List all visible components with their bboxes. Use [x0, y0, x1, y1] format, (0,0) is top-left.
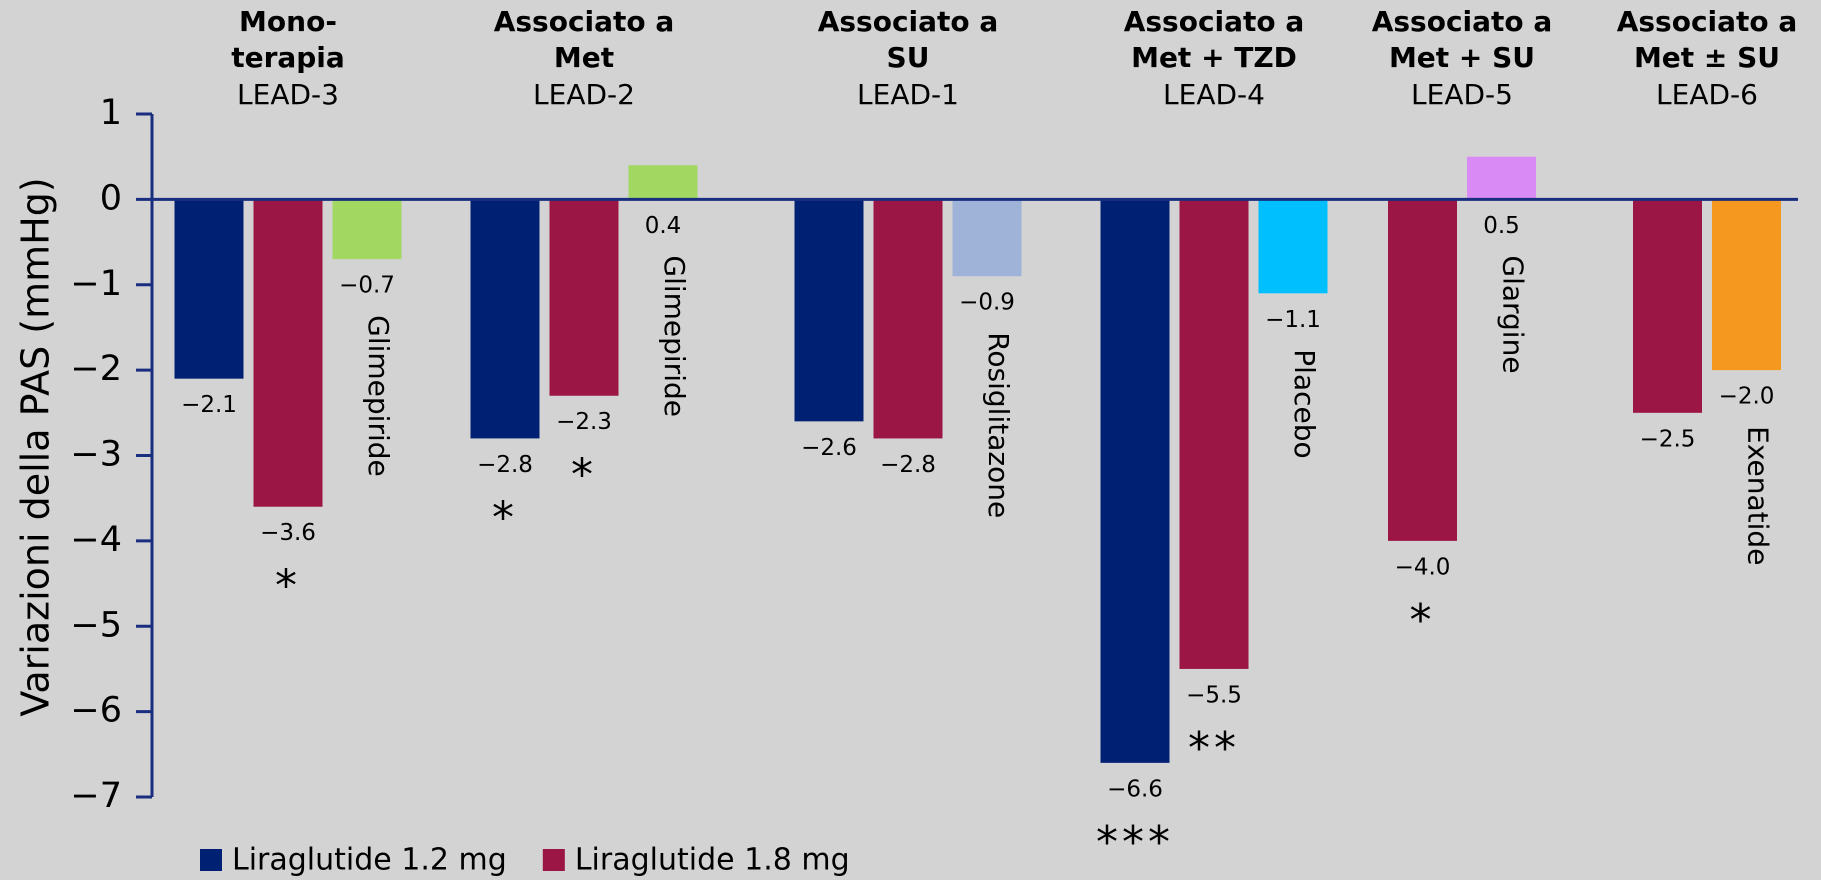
group-title: Associato a	[1124, 5, 1305, 38]
comparator-label: Placebo	[1288, 349, 1321, 458]
legend-label: Liraglutide 1.8 mg	[575, 843, 850, 878]
group-subtitle: LEAD-2	[533, 78, 635, 111]
bar	[1467, 156, 1536, 200]
group-title: Associato a	[1372, 5, 1553, 38]
group-title: Associato a	[494, 5, 675, 38]
bar	[253, 199, 323, 507]
value-label: −2.0	[1719, 384, 1775, 410]
value-label: −5.5	[1186, 682, 1242, 708]
value-label: −2.8	[880, 452, 936, 478]
value-label: −4.0	[1395, 554, 1451, 580]
significance-mark: *	[1410, 595, 1436, 646]
significance-mark: *	[492, 492, 518, 543]
y-tick-label: −4	[70, 520, 122, 560]
significance-mark: *	[571, 450, 597, 501]
significance-mark: *	[275, 561, 301, 612]
value-label: −1.1	[1265, 307, 1321, 333]
value-label: −2.1	[181, 392, 237, 418]
bar	[873, 199, 943, 439]
comparator-label: Glimepiride	[362, 315, 395, 477]
value-label: −2.5	[1640, 426, 1696, 452]
group-title: Met + TZD	[1131, 41, 1297, 74]
bar	[174, 199, 244, 379]
y-tick-label: 1	[100, 93, 122, 133]
group-title: Mono-	[239, 5, 337, 38]
bar	[332, 199, 402, 260]
y-tick-label: 0	[100, 178, 122, 218]
group-title: Associato a	[818, 5, 999, 38]
bar	[549, 199, 619, 396]
legend-swatch	[200, 849, 222, 871]
value-label: 0.4	[645, 213, 682, 239]
bar	[628, 165, 698, 200]
group-subtitle: LEAD-4	[1163, 78, 1265, 111]
y-tick-label: −7	[70, 776, 122, 816]
significance-mark: **	[1188, 723, 1240, 774]
bar	[1633, 199, 1702, 413]
y-tick-label: −5	[70, 605, 122, 645]
bar	[1388, 199, 1457, 541]
group-subtitle: LEAD-3	[237, 78, 339, 111]
comparator-label: Glimepiride	[658, 255, 691, 417]
value-label: 0.5	[1483, 213, 1520, 239]
y-axis-label: Variazioni della PAS (mmHg)	[14, 177, 58, 716]
bar	[1100, 199, 1170, 763]
y-tick-label: −1	[70, 264, 122, 304]
bar	[952, 199, 1022, 277]
group-subtitle: LEAD-5	[1411, 78, 1513, 111]
bar	[794, 199, 864, 422]
value-label: −3.6	[260, 520, 316, 546]
value-label: −6.6	[1107, 776, 1163, 802]
y-tick-label: −3	[70, 435, 122, 475]
value-label: −2.3	[556, 409, 612, 435]
group-title: Met ± SU	[1634, 41, 1780, 74]
value-label: −2.6	[801, 435, 857, 461]
bar	[1712, 199, 1781, 371]
bar	[1258, 199, 1328, 294]
group-title: Associato a	[1617, 5, 1798, 38]
legend-label: Liraglutide 1.2 mg	[232, 843, 507, 878]
group-title: SU	[887, 41, 930, 74]
comparator-label: Rosiglitazone	[982, 332, 1015, 518]
group-title: Met + SU	[1389, 41, 1535, 74]
comparator-label: Exenatide	[1742, 426, 1775, 565]
group-subtitle: LEAD-6	[1656, 78, 1758, 111]
legend-swatch	[542, 849, 565, 871]
comparator-label: Glargine	[1497, 255, 1530, 373]
bar	[470, 199, 540, 439]
bar	[1179, 199, 1249, 669]
group-subtitle: LEAD-1	[857, 78, 959, 111]
value-label: −2.8	[477, 452, 533, 478]
group-title: Met	[554, 41, 614, 74]
value-label: −0.7	[339, 273, 395, 299]
group-title: terapia	[231, 41, 345, 74]
y-tick-label: −2	[70, 349, 122, 389]
value-label: −0.9	[959, 290, 1015, 316]
significance-mark: ***	[1096, 817, 1174, 868]
y-tick-label: −6	[70, 691, 122, 731]
